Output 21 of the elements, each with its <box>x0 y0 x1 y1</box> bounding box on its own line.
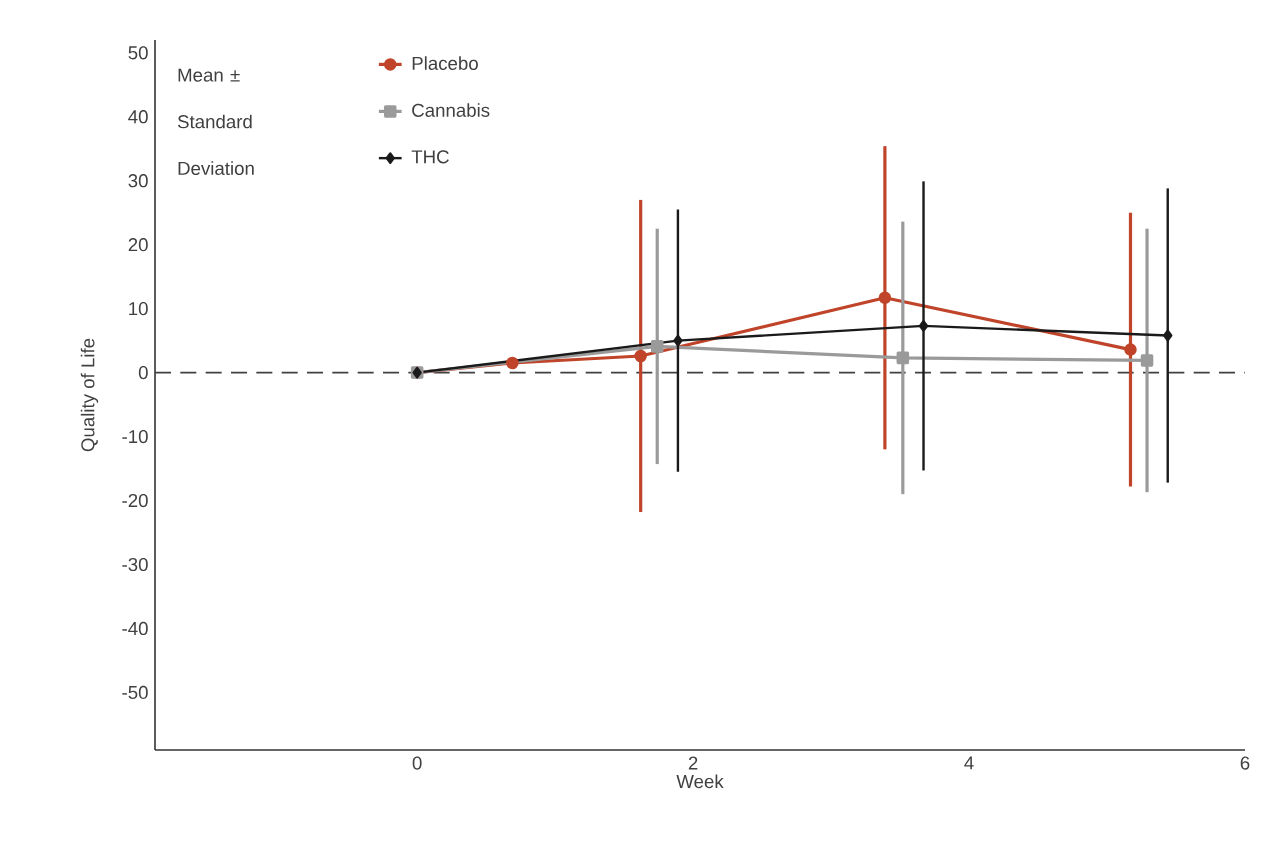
x-tick-label: 0 <box>412 756 422 770</box>
y-tick-label: 50 <box>128 46 148 60</box>
y-tick-label: -30 <box>122 557 148 572</box>
y-tick-label: 10 <box>129 302 148 316</box>
y-tick-label: 30 <box>128 174 148 188</box>
y-axis-title: Quality of Life <box>80 338 99 452</box>
legend-label: Cannabis <box>412 103 490 117</box>
y-tick-label: 40 <box>128 110 148 124</box>
y-tick-label: -20 <box>122 493 148 508</box>
y-tick-label: -50 <box>122 685 148 700</box>
x-tick-label: 4 <box>964 756 974 770</box>
y-tick-label: 0 <box>138 365 148 380</box>
legend-label: Placebo <box>412 56 478 70</box>
x-tick-label: 2 <box>688 756 698 770</box>
x-tick-label: 6 <box>1240 756 1250 770</box>
y-tick-label: -10 <box>122 429 148 444</box>
x-axis-title: Week <box>676 774 724 789</box>
y-tick-label: 20 <box>128 238 148 252</box>
legend-label: THC <box>411 150 449 164</box>
text: Mean ± Standard Deviation <box>177 68 254 176</box>
y-tick-label: -40 <box>122 621 148 636</box>
